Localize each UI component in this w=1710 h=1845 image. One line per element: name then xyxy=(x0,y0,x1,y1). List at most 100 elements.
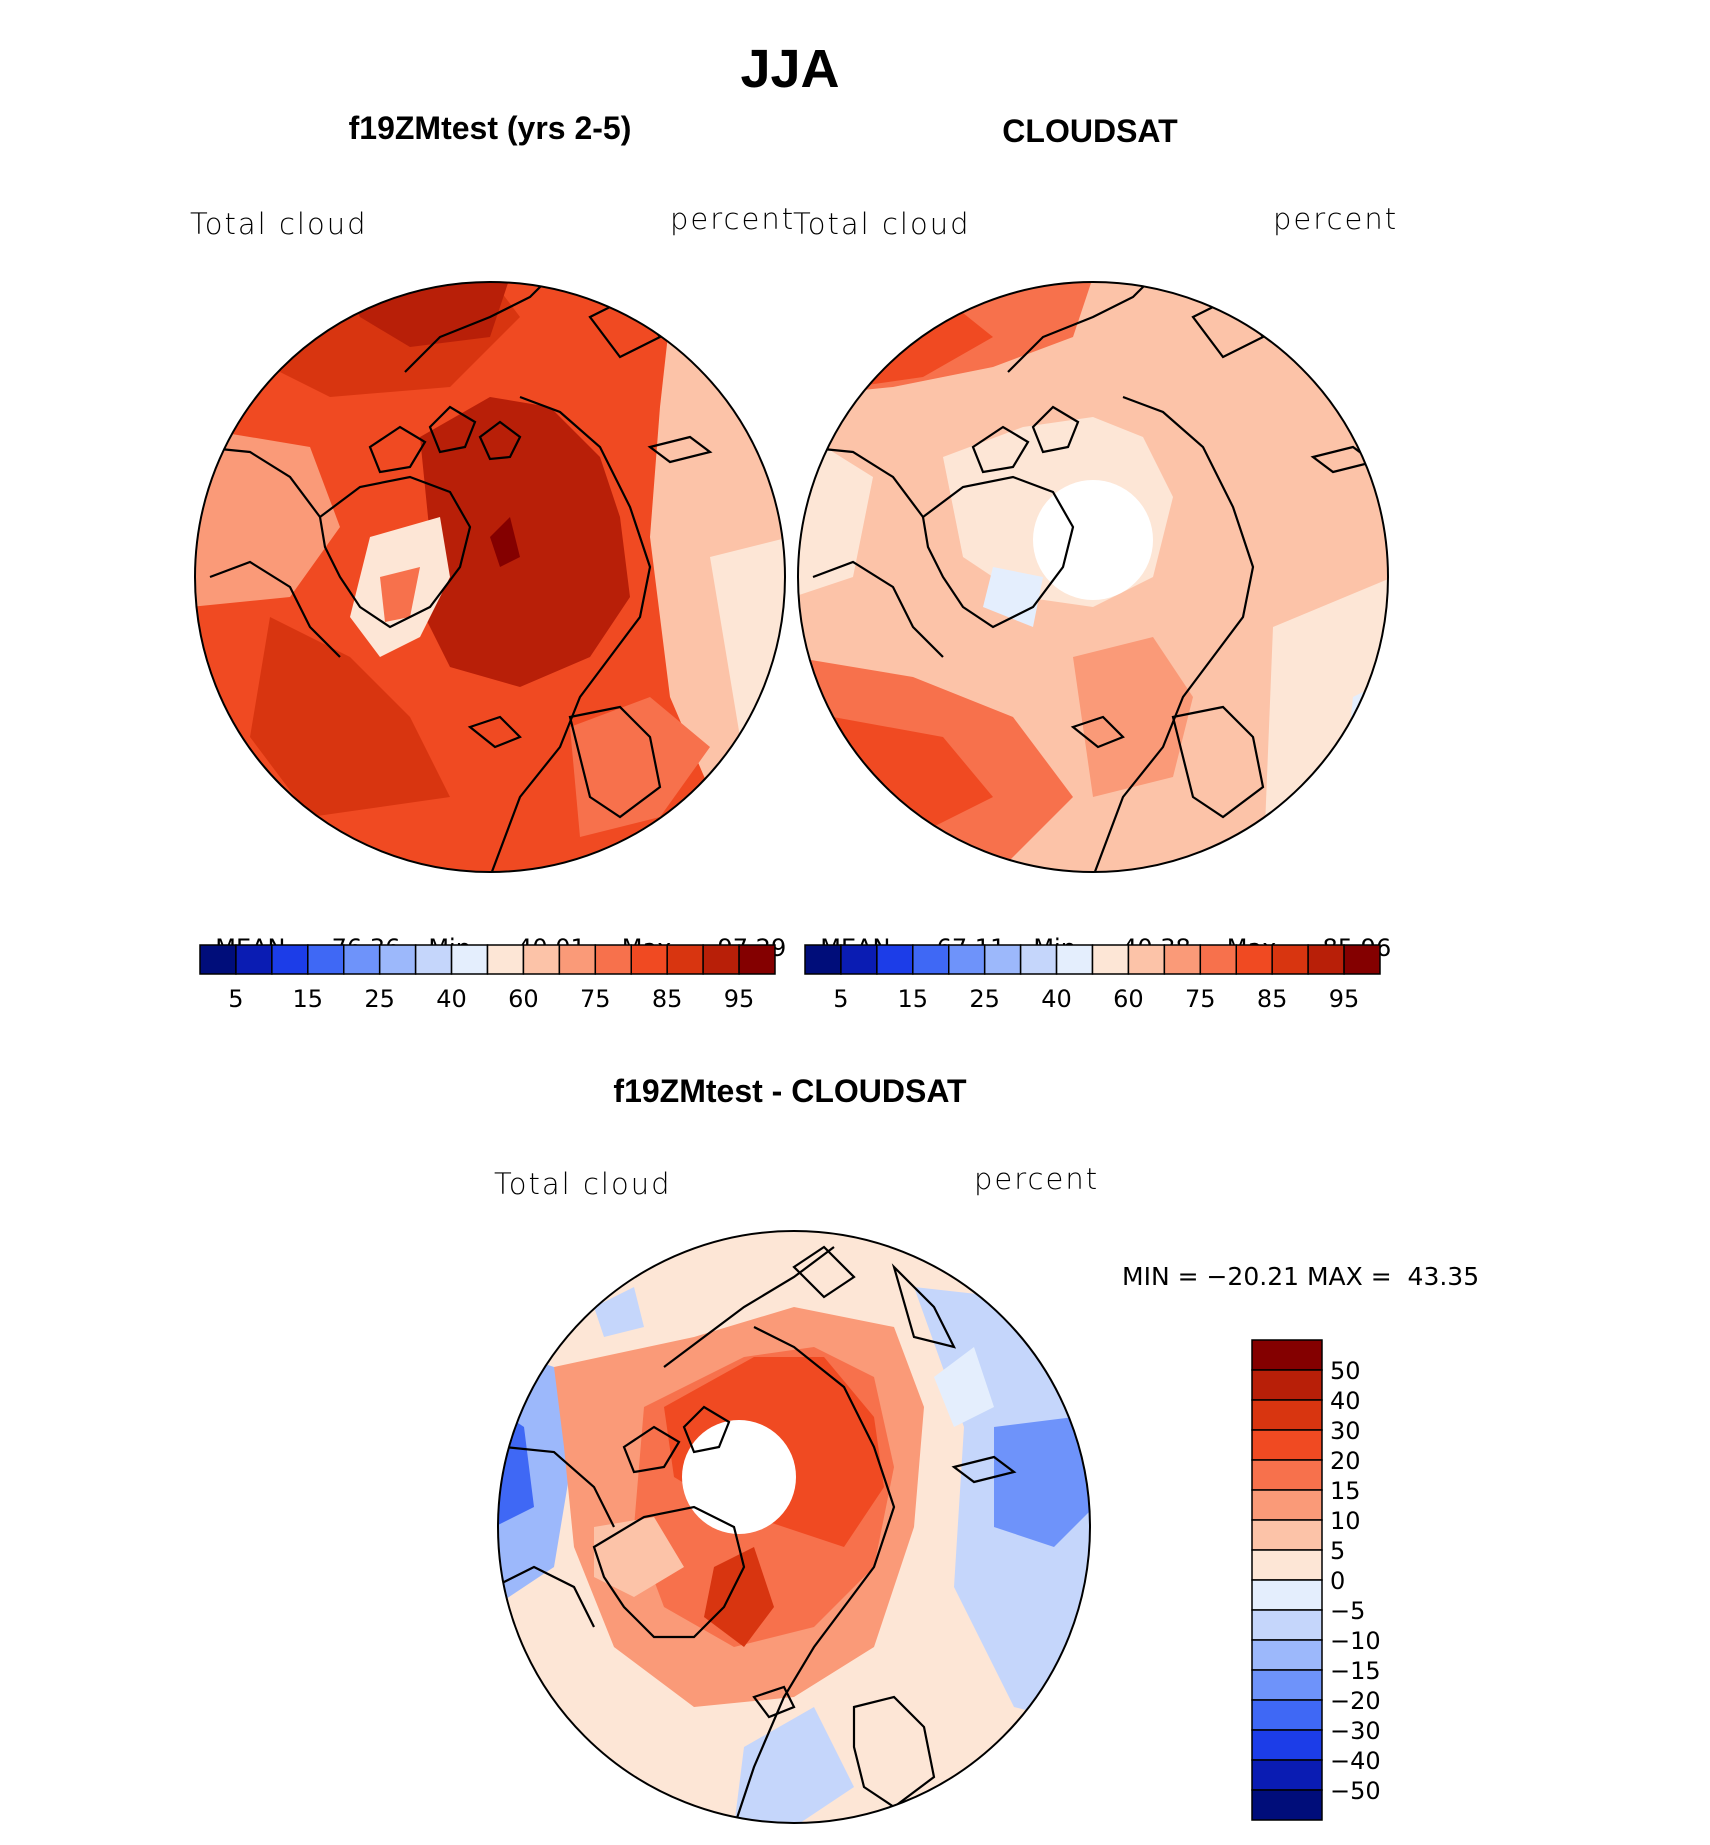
difference-units-label: percent xyxy=(974,1162,1100,1196)
difference-colorbar-swatch xyxy=(1251,1399,1323,1431)
model-map xyxy=(194,281,786,873)
model-colorbar-swatch xyxy=(450,944,489,975)
model-colorbar-tick-label: 40 xyxy=(436,985,467,1013)
model-colorbar-tick-label: 85 xyxy=(652,985,683,1013)
difference-colorbar-swatch xyxy=(1251,1429,1323,1461)
model-colorbar-swatch xyxy=(522,944,561,975)
model-map-fill xyxy=(420,397,630,687)
cloudsat-colorbar-tick-label: 40 xyxy=(1041,985,1072,1013)
difference-colorbar-swatch xyxy=(1251,1699,1323,1731)
model-map-fill xyxy=(760,677,785,837)
difference-map-fill xyxy=(994,1417,1090,1547)
difference-map-fill xyxy=(734,1707,854,1823)
model-map-fill xyxy=(250,617,450,817)
coastline xyxy=(404,282,551,373)
difference-colorbar-tick-label: 15 xyxy=(1330,1477,1361,1505)
coastline xyxy=(752,1685,796,1719)
coastline xyxy=(478,420,522,461)
difference-colorbar-tick-label: −15 xyxy=(1330,1657,1381,1685)
coastline xyxy=(663,1246,835,1368)
coastline xyxy=(467,715,522,749)
cloudsat-map xyxy=(797,281,1389,873)
difference-colorbar-swatch xyxy=(1251,1369,1323,1401)
model-colorbar-tick-label: 25 xyxy=(364,985,395,1013)
coastline xyxy=(792,1245,856,1299)
model-colorbar-swatch xyxy=(271,944,309,975)
difference-map xyxy=(497,1230,1091,1824)
cloudsat-colorbar: 5 15 25 40 60 75 85 95 xyxy=(804,944,1381,1013)
model-variable-label: Total cloud xyxy=(190,207,368,241)
model-colorbar-swatch xyxy=(235,944,273,975)
model-colorbar-swatch xyxy=(378,944,417,975)
coastline xyxy=(1171,705,1265,819)
difference-colorbar-swatch xyxy=(1251,1609,1323,1641)
coastline xyxy=(1311,316,1365,389)
coastline xyxy=(812,560,944,658)
difference-map-fill xyxy=(594,1517,684,1597)
cloudsat-colorbar-swatch xyxy=(1199,944,1237,975)
coastline xyxy=(1091,395,1255,872)
difference-colorbar-swatch xyxy=(1251,1549,1323,1581)
difference-map-boundary xyxy=(497,1230,1091,1824)
cloudsat-colorbar-swatch xyxy=(983,944,1022,975)
coastline xyxy=(503,1445,615,1528)
model-colorbar-swatch xyxy=(486,944,525,975)
difference-colorbar-tick-label: −20 xyxy=(1330,1687,1381,1715)
model-colorbar-tick-label: 5 xyxy=(228,985,243,1013)
cloudsat-map-boundary xyxy=(797,281,1389,873)
difference-colorbar-tick-label: 5 xyxy=(1330,1537,1345,1565)
difference-panel-title: f19ZMtest - CLOUDSAT xyxy=(613,1073,967,1109)
coastline xyxy=(647,435,713,464)
model-colorbar-swatch xyxy=(738,944,776,975)
difference-colorbar-swatch xyxy=(1251,1519,1323,1551)
model-colorbar-tick-label: 75 xyxy=(580,985,611,1013)
difference-colorbar-tick-label: −40 xyxy=(1330,1747,1381,1775)
cloudsat-colorbar-swatch xyxy=(912,944,950,975)
difference-colorbar-tick-label: 50 xyxy=(1330,1357,1361,1385)
cloudsat-colorbar-swatch xyxy=(1235,944,1273,975)
cloudsat-colorbar-tick-label: 5 xyxy=(833,985,848,1013)
difference-colorbar-tick-label: 0 xyxy=(1330,1567,1345,1595)
cloudsat-colorbar-swatch xyxy=(1163,944,1202,975)
cloudsat-units-label: percent xyxy=(1273,202,1399,236)
coastline xyxy=(852,1695,936,1809)
difference-colorbar-swatch xyxy=(1251,1759,1323,1791)
cloudsat-colorbar-swatch xyxy=(1343,944,1381,975)
model-colorbar-swatch xyxy=(307,944,345,975)
model-map-fill xyxy=(570,697,710,837)
difference-colorbar-tick-label: 10 xyxy=(1330,1507,1361,1535)
model-colorbar-tick-label: 15 xyxy=(293,985,324,1013)
cloudsat-colorbar-swatch xyxy=(876,944,914,975)
cloudsat-colorbar-tick-label: 85 xyxy=(1257,985,1288,1013)
model-map-fill xyxy=(490,517,520,567)
coastline xyxy=(1031,405,1080,454)
difference-colorbar-swatch xyxy=(1251,1639,1323,1671)
model-colorbar-swatch xyxy=(414,944,453,975)
model-map-boundary xyxy=(194,281,786,873)
difference-min-max: MIN = −20.21 MAX = 43.35 xyxy=(1122,1262,1480,1291)
difference-missing-data xyxy=(682,1420,796,1534)
difference-colorbar-swatch xyxy=(1251,1669,1323,1701)
difference-colorbar-tick-label: −10 xyxy=(1330,1627,1381,1655)
cloudsat-colorbar-swatch xyxy=(1307,944,1345,975)
difference-colorbar-swatch xyxy=(1251,1489,1323,1521)
coastline xyxy=(708,316,762,389)
cloudsat-colorbar-swatch xyxy=(840,944,878,975)
difference-colorbar-swatch xyxy=(1251,1339,1323,1371)
model-colorbar-tick-label: 95 xyxy=(724,985,755,1013)
coastline xyxy=(428,405,477,454)
coastline xyxy=(622,1425,681,1474)
model-colorbar-swatch xyxy=(630,944,668,975)
coastline xyxy=(951,1455,1017,1484)
coastline xyxy=(368,425,427,474)
difference-map-fill xyxy=(704,1547,774,1647)
difference-colorbar-tick-label: 20 xyxy=(1330,1447,1361,1475)
cloudsat-colorbar-swatch xyxy=(1019,944,1058,975)
coastline xyxy=(1007,282,1154,373)
difference-colorbar-swatch xyxy=(1251,1789,1323,1821)
cloudsat-colorbar-swatch xyxy=(1091,944,1130,975)
model-colorbar-swatch xyxy=(558,944,597,975)
model-colorbar-swatch xyxy=(702,944,740,975)
cloudsat-colorbar-tick-label: 75 xyxy=(1185,985,1216,1013)
